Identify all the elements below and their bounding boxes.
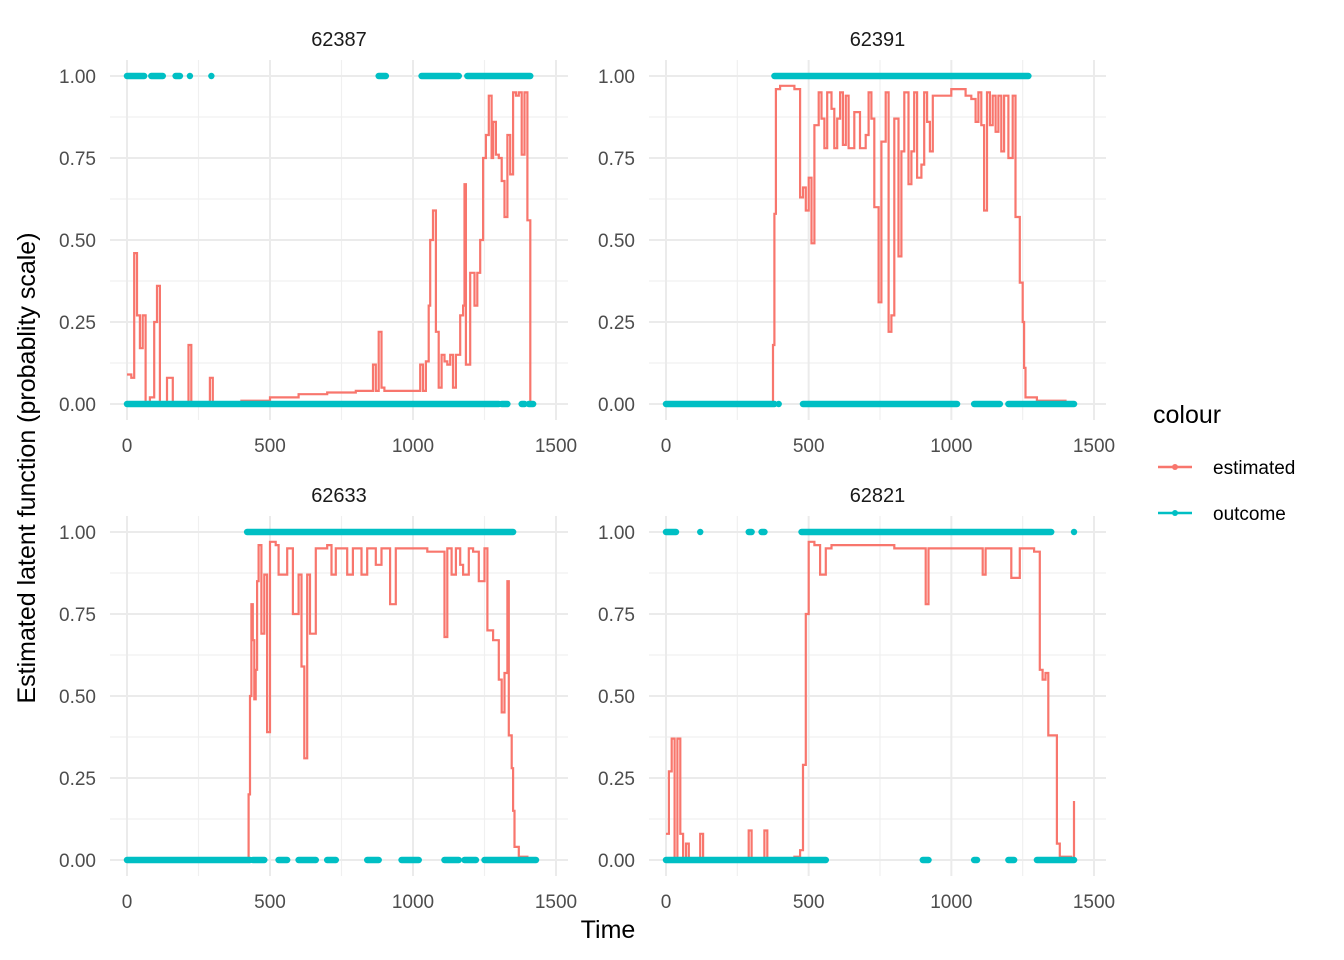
y-tick-label-62821-3: 0.75 — [598, 605, 635, 626]
gridlines-62633 — [110, 516, 568, 876]
outcome-point-y1-62821-5 — [1070, 528, 1078, 536]
series-line-estimated-62391 — [666, 84, 1074, 406]
y-tick-label-62391-0: 0.00 — [598, 395, 635, 416]
x-tick-label-62391-1: 500 — [793, 436, 825, 457]
outcome-point-y1-62387-4 — [208, 72, 215, 80]
legend-entry-estimated: estimated — [1158, 458, 1295, 479]
y-tick-label-62387-0: 0.00 — [59, 395, 96, 416]
legend-label-estimated: estimated — [1213, 458, 1295, 479]
y-tick-label-62821-1: 0.25 — [598, 769, 635, 790]
x-tick-label-62391-3: 1500 — [1073, 436, 1115, 457]
x-tick-label-62633-2: 1000 — [392, 892, 434, 913]
legend-title: colour — [1153, 401, 1221, 429]
y-tick-label-62821-0: 0.00 — [598, 851, 635, 872]
x-tick-label-62387-1: 500 — [254, 436, 286, 457]
x-tick-label-62633-0: 0 — [122, 892, 133, 913]
gridlines-62387 — [110, 60, 568, 420]
series-points-outcome-62387 — [123, 72, 537, 408]
y-tick-label-62633-1: 0.25 — [59, 769, 96, 790]
series-points-outcome-62821 — [662, 528, 1078, 864]
y-tick-label-62633-3: 0.75 — [59, 605, 96, 626]
y-tick-label-62387-1: 0.25 — [59, 313, 96, 334]
y-tick-label-62387-3: 0.75 — [59, 149, 96, 170]
gridlines-62821 — [649, 516, 1106, 876]
panel-62633: 62633 0.00 0.25 0.50 0.75 1.00 0 500 1000 1500 — [59, 485, 577, 913]
panel-62387: 62387 0.00 0.25 0.50 0.75 1.00 0 500 1000 1500 — [59, 29, 577, 457]
legend-key-estimated-point — [1172, 464, 1178, 470]
y-tick-label-62391-1: 0.25 — [598, 313, 635, 334]
legend: colour estimated outcome — [1153, 401, 1295, 525]
y-tick-label-62391-3: 0.75 — [598, 149, 635, 170]
legend-key-outcome-point — [1172, 510, 1178, 516]
x-tick-label-62821-0: 0 — [661, 892, 672, 913]
outcome-point-y1-62387-3 — [186, 72, 194, 80]
panel-title-62391: 62391 — [850, 29, 906, 51]
x-tick-label-62387-2: 1000 — [392, 436, 434, 457]
series-points-outcome-62633 — [123, 528, 540, 864]
y-tick-label-62633-0: 0.00 — [59, 851, 96, 872]
x-tick-label-62821-3: 1500 — [1073, 892, 1115, 913]
series-line-estimated-62821 — [666, 540, 1076, 862]
y-tick-label-62633-4: 1.00 — [59, 523, 96, 544]
x-tick-label-62391-2: 1000 — [930, 436, 972, 457]
y-tick-label-62633-2: 0.50 — [59, 687, 96, 708]
x-tick-label-62821-1: 500 — [793, 892, 825, 913]
x-tick-label-62633-3: 1500 — [535, 892, 577, 913]
y-tick-label-62821-2: 0.50 — [598, 687, 635, 708]
panel-62821: 62821 0.00 0.25 0.50 0.75 1.00 0 500 1000 1500 — [598, 485, 1115, 913]
y-axis-title: Estimated latent function (probablity sc… — [13, 232, 41, 703]
series-line-estimated-62633 — [127, 540, 536, 862]
outcome-point-y1-62821-1 — [697, 528, 704, 536]
y-tick-label-62821-4: 1.00 — [598, 523, 635, 544]
x-tick-label-62821-2: 1000 — [930, 892, 972, 913]
legend-label-outcome: outcome — [1213, 504, 1286, 525]
outcome-point-y0-62391-1 — [775, 400, 782, 408]
y-tick-label-62391-4: 1.00 — [598, 67, 635, 88]
panel-title-62387: 62387 — [311, 29, 367, 51]
y-tick-label-62391-2: 0.50 — [598, 231, 635, 252]
x-tick-label-62387-0: 0 — [122, 436, 133, 457]
x-tick-label-62633-1: 500 — [254, 892, 286, 913]
panel-62391: 62391 0.00 0.25 0.50 0.75 1.00 0 500 1000 1500 — [598, 29, 1115, 457]
x-tick-label-62391-0: 0 — [661, 436, 672, 457]
panel-title-62821: 62821 — [850, 485, 906, 507]
series-line-estimated-62387 — [127, 91, 536, 406]
y-tick-label-62387-4: 1.00 — [59, 67, 96, 88]
y-tick-label-62387-2: 0.50 — [59, 231, 96, 252]
legend-entry-outcome: outcome — [1158, 504, 1286, 525]
series-points-outcome-62391 — [662, 72, 1078, 408]
panel-title-62633: 62633 — [311, 485, 367, 507]
x-axis-title: Time — [581, 916, 636, 944]
x-tick-label-62387-3: 1500 — [535, 436, 577, 457]
